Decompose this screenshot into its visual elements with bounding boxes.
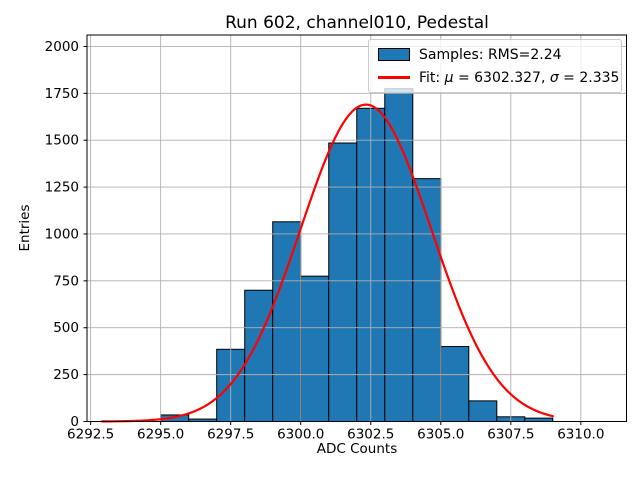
fit-curve	[100, 103, 554, 423]
histogram-bar	[440, 345, 470, 422]
x-tick-label: 6305.0	[417, 427, 464, 443]
legend-item-fit: Fit: μ = 6302.327, σ = 2.335	[378, 68, 619, 88]
y-tick-label: 1250	[45, 180, 79, 196]
y-tick-label: 500	[53, 320, 79, 336]
x-tick-label: 6307.5	[487, 427, 534, 443]
histogram-bar	[384, 88, 414, 422]
y-tick-label: 1750	[45, 86, 79, 102]
fit-line-swatch-icon	[378, 76, 410, 79]
legend-fit-sigma-symbol: σ	[549, 69, 559, 86]
x-tick-label: 6295.0	[137, 427, 184, 443]
legend-fit-sigma-value: = 2.335	[558, 69, 620, 86]
x-tick-label: 6300.0	[277, 427, 324, 443]
y-tick-label: 1500	[45, 133, 79, 149]
legend-fit-mu-symbol: μ	[444, 69, 454, 86]
legend-fit-mu-value: = 6302.327,	[453, 69, 550, 86]
legend: Samples: RMS=2.24 Fit: μ = 6302.327, σ =…	[368, 39, 622, 93]
x-tick-label: 6310.0	[557, 427, 604, 443]
axes-spines	[86, 34, 627, 422]
chart-title: Run 602, channel010, Pedestal	[225, 13, 489, 33]
x-axis-label: ADC Counts	[316, 441, 398, 457]
legend-item-samples: Samples: RMS=2.24	[378, 45, 612, 65]
histogram-bar	[328, 142, 358, 423]
x-tick-label: 6297.5	[207, 427, 254, 443]
x-tick-label: 6302.5	[347, 427, 394, 443]
histogram-bar	[272, 221, 302, 422]
y-tick-label: 2000	[45, 39, 79, 55]
histogram-bar	[524, 417, 554, 422]
y-tick-label: 0	[70, 414, 79, 430]
legend-fit-label-prefix: Fit:	[419, 69, 445, 86]
y-tick-label: 250	[53, 367, 79, 383]
histogram-bar	[468, 400, 498, 422]
y-tick-label: 1000	[45, 226, 79, 242]
y-tick-label: 750	[53, 273, 79, 289]
legend-fit-label: Fit: μ = 6302.327, σ = 2.335	[419, 70, 619, 86]
y-axis-label: Entries	[17, 204, 33, 252]
histogram-swatch-icon	[378, 48, 410, 61]
x-tick-label: 6292.5	[67, 427, 114, 443]
histogram-bar	[300, 275, 330, 422]
legend-samples-label: Samples: RMS=2.24	[419, 46, 562, 63]
